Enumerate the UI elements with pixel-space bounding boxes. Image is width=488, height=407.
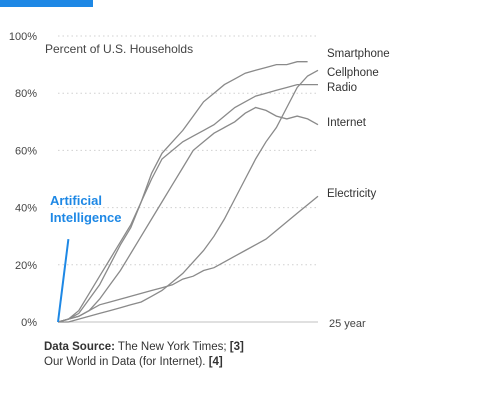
series-labels: Smartphone Cellphone Radio Internet Electric… xyxy=(327,48,390,200)
y-tick-label: 0% xyxy=(21,317,37,329)
data-source-note: Data Source: The New York Times; [3] Our… xyxy=(44,340,244,370)
internet-line xyxy=(57,106,319,323)
y-tick-label: 60% xyxy=(15,145,37,157)
source-ref-4: [4] xyxy=(208,356,223,368)
source-label: Data Source: xyxy=(44,341,115,353)
electricity-label: Electricity xyxy=(327,188,376,200)
smartphone-line xyxy=(57,61,308,323)
radio-label: Radio xyxy=(327,82,357,94)
source-nyt: The New York Times; xyxy=(114,341,230,353)
source-owid: Our World in Data (for Internet). xyxy=(44,356,209,368)
ai-annotation-line1: Artificial xyxy=(50,193,102,208)
adoption-line-chart: 0% 20% 40% 60% 80% 100% Percent of U.S. House… xyxy=(9,31,390,330)
artificial-intelligence-line xyxy=(57,238,70,323)
y-tick-label: 80% xyxy=(15,88,37,100)
source-line-1: Data Source: The New York Times; [3] xyxy=(44,340,244,355)
cellphone-label: Cellphone xyxy=(327,67,379,79)
header-accent-bar xyxy=(0,0,93,7)
series-lines xyxy=(57,61,319,323)
internet-label: Internet xyxy=(327,117,367,129)
x-axis-end-label: 25 year xyxy=(329,318,366,330)
y-axis-ticks: 0% 20% 40% 60% 80% 100% xyxy=(9,31,37,329)
smartphone-label: Smartphone xyxy=(327,48,390,60)
chart-title: Percent of U.S. Households xyxy=(45,42,193,56)
cellphone-line xyxy=(58,69,319,323)
y-tick-label: 40% xyxy=(15,203,37,215)
source-line-2: Our World in Data (for Internet). [4] xyxy=(44,355,244,370)
y-tick-label: 20% xyxy=(15,260,37,272)
source-ref-3: [3] xyxy=(229,341,244,353)
chart-grid xyxy=(58,35,318,266)
y-tick-label: 100% xyxy=(9,31,37,43)
electricity-line xyxy=(57,195,319,323)
radio-line xyxy=(57,83,318,323)
ai-annotation-line2: Intelligence xyxy=(50,210,122,225)
